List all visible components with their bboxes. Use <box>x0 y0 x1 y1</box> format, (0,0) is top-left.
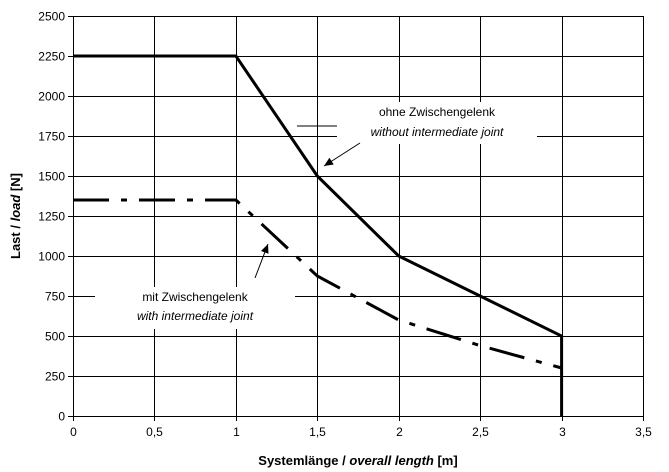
annotations: ohne Zwischengelenk without intermediate … <box>95 102 537 329</box>
x-axis-label-prefix: Systemlänge / <box>258 453 349 468</box>
x-tick-label: 2 <box>396 425 403 439</box>
series-group <box>73 54 564 416</box>
x-tick-label: 0 <box>70 425 77 439</box>
y-tick-label: 2000 <box>38 90 65 104</box>
plot-frame <box>73 16 644 417</box>
annotation-arrowhead <box>324 157 334 166</box>
series-line-2 <box>73 198 562 370</box>
x-tick-label: 3,5 <box>635 425 652 439</box>
x-tick-label: 1,5 <box>309 425 326 439</box>
annotation-text: ohne Zwischengelenk <box>379 105 496 119</box>
y-tick-label: 500 <box>45 330 65 344</box>
annotation-text-italic: without intermediate joint <box>371 125 504 139</box>
y-axis-label-italic: load <box>8 194 23 222</box>
x-axis-label-suffix: [m] <box>434 453 458 468</box>
y-axis-label-prefix: Last / <box>8 221 23 259</box>
y-tick-label: 2500 <box>38 10 65 24</box>
y-tick-label: 1000 <box>38 250 65 264</box>
x-tick-label: 3 <box>559 425 566 439</box>
y-axis-label: Last / load [N] <box>8 173 23 259</box>
y-tick-labels: 0 250 500 750 1000 1250 1500 1750 2000 2250 2500 <box>38 10 65 424</box>
y-tick-label: 1500 <box>38 170 65 184</box>
annotation-background <box>337 102 537 144</box>
y-tick-label: 1250 <box>38 210 65 224</box>
annotation-text: mit Zwischengelenk <box>142 290 248 304</box>
y-tick-label: 2250 <box>38 50 65 64</box>
y-tick-label: 250 <box>45 370 65 384</box>
annotation-background <box>95 287 295 329</box>
x-tick-label: 2,5 <box>472 425 489 439</box>
x-axis-label-italic: overall length <box>349 453 434 468</box>
y-tick-label: 750 <box>45 290 65 304</box>
x-tick-label: 0,5 <box>146 425 163 439</box>
x-tick-labels: 0 0,5 1 1,5 2 2,5 3 3,5 <box>70 425 652 439</box>
series-line-1 <box>73 54 564 416</box>
annotation-arrowhead <box>261 244 269 254</box>
y-tick-label: 1750 <box>38 130 65 144</box>
x-axis-label: Systemlänge / overall length [m] <box>258 453 457 468</box>
annotation-text-italic: with intermediate joint <box>137 309 254 323</box>
grid <box>68 16 644 421</box>
y-axis-label-suffix: [N] <box>8 173 23 195</box>
y-tick-label: 0 <box>58 410 65 424</box>
x-tick-label: 1 <box>233 425 240 439</box>
